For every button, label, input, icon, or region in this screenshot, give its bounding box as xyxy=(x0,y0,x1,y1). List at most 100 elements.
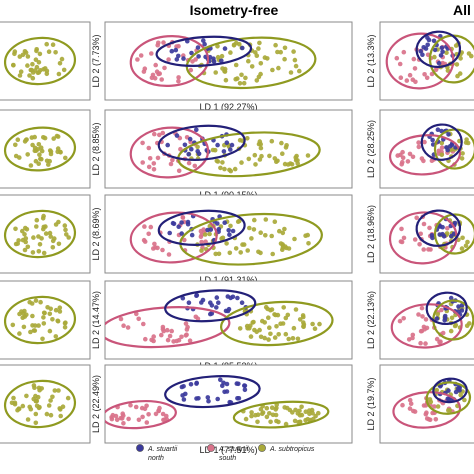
subtropicus-confidence-ellipse xyxy=(433,128,474,170)
subtropicus-point xyxy=(53,222,59,227)
subtropicus-point xyxy=(57,309,63,314)
legend-item-north: A. stuartii north xyxy=(136,444,178,462)
south-point xyxy=(410,154,416,160)
south-point xyxy=(162,65,167,71)
north-confidence-ellipse xyxy=(415,30,462,69)
subtropicus-point xyxy=(257,40,262,46)
subtropicus-point xyxy=(258,145,264,151)
subtropicus-point xyxy=(10,322,16,328)
subtropicus-point xyxy=(57,406,62,411)
south-point xyxy=(186,160,192,166)
subtropicus-point xyxy=(435,312,441,317)
legend-item-subtropicus: A. subtropicus xyxy=(258,444,315,453)
north-point xyxy=(421,45,427,50)
south-point xyxy=(421,247,427,252)
subtropicus-point xyxy=(30,75,36,81)
south-point xyxy=(182,237,187,243)
subtropicus-point xyxy=(270,251,276,257)
south-point xyxy=(190,59,195,64)
x-axis-label: LD 1 (77.51%) xyxy=(199,445,257,455)
north-point xyxy=(208,227,214,232)
subtropicus-point xyxy=(40,336,45,342)
north-point xyxy=(205,395,211,400)
south-point xyxy=(149,75,155,81)
subtropicus-point xyxy=(269,138,275,144)
north-point xyxy=(228,147,233,152)
south-point xyxy=(413,79,418,85)
subtropicus-point xyxy=(283,331,289,337)
subtropicus-point xyxy=(258,334,264,340)
subtropicus-point xyxy=(293,407,298,413)
subtropicus-point xyxy=(34,217,40,223)
south-point xyxy=(400,155,406,160)
north-point xyxy=(179,231,184,236)
subtropicus-point xyxy=(266,337,271,342)
south-point xyxy=(155,245,160,251)
south-point xyxy=(414,215,420,221)
subtropicus-point xyxy=(435,404,441,409)
south-point xyxy=(407,151,413,157)
south-point xyxy=(153,411,159,417)
subtropicus-point xyxy=(46,49,52,54)
north-confidence-ellipse xyxy=(157,209,246,246)
subtropicus-point xyxy=(44,71,50,77)
north-point xyxy=(185,219,191,225)
north-point xyxy=(169,48,175,54)
subtropicus-point xyxy=(220,235,226,241)
north-point xyxy=(181,397,187,402)
south-confidence-ellipse xyxy=(105,399,177,430)
subtropicus-point xyxy=(24,312,29,318)
south-point xyxy=(439,307,444,313)
south-point xyxy=(133,404,139,410)
subtropicus-point xyxy=(38,68,43,73)
north-point xyxy=(173,47,179,53)
south-point xyxy=(136,316,141,322)
subtropicus-point xyxy=(269,233,275,239)
subtropicus-point xyxy=(247,225,252,231)
subtropicus-point xyxy=(25,244,31,250)
subtropicus-point xyxy=(292,57,298,63)
subtropicus-confidence-ellipse xyxy=(3,295,77,345)
subtropicus-point xyxy=(274,159,279,164)
subtropicus-point xyxy=(48,398,53,403)
subtropicus-point xyxy=(55,146,61,151)
subtropicus-point xyxy=(251,319,256,325)
subtropicus-point xyxy=(290,336,296,341)
north-point xyxy=(214,305,219,310)
subtropicus-point xyxy=(63,320,68,326)
north-point xyxy=(189,50,194,56)
subtropicus-point xyxy=(300,313,306,318)
north-point xyxy=(425,42,431,48)
subtropicus-point xyxy=(22,232,27,237)
subtropicus-point xyxy=(23,137,29,143)
south-point xyxy=(417,242,422,247)
subtropicus-point xyxy=(15,137,21,142)
subtropicus-point xyxy=(465,239,470,245)
south-point xyxy=(423,317,429,322)
north-point xyxy=(224,140,230,145)
subtropicus-point xyxy=(301,324,306,330)
subtropicus-point xyxy=(56,241,62,247)
south-point xyxy=(169,328,174,334)
subtropicus-point xyxy=(50,394,55,400)
south-point xyxy=(174,338,179,344)
y-axis-label: LD 2 (22.49%) xyxy=(91,375,101,433)
subtropicus-point xyxy=(36,142,42,147)
south-point xyxy=(445,226,450,231)
subtropicus-point xyxy=(290,410,295,415)
subtropicus-point xyxy=(264,414,270,420)
south-point xyxy=(412,66,418,71)
subtropicus-point xyxy=(19,309,24,314)
subtropicus-point xyxy=(467,321,472,326)
subtropicus-point xyxy=(13,241,19,247)
south-point xyxy=(176,79,181,84)
subtropicus-point xyxy=(29,67,34,73)
south-point xyxy=(141,237,147,243)
north-point xyxy=(194,293,199,299)
north-confidence-ellipse xyxy=(164,375,261,409)
south-point xyxy=(165,327,170,333)
south-point xyxy=(440,60,446,66)
panel-frame xyxy=(0,280,91,360)
subtropicus-point xyxy=(41,226,46,232)
subtropicus-point xyxy=(282,45,288,51)
